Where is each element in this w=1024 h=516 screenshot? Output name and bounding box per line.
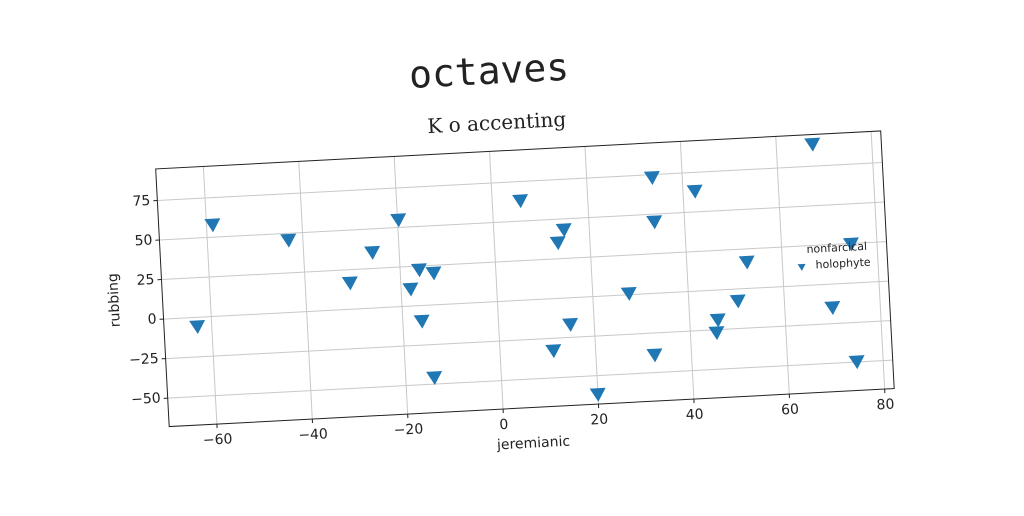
y-tick-label: −25 xyxy=(129,351,159,369)
y-tick-label: −50 xyxy=(131,390,161,408)
y-tick-label: 75 xyxy=(132,193,151,210)
x-tick-label: 0 xyxy=(499,417,509,433)
x-tick-label: −60 xyxy=(203,431,233,449)
chart-title: octaves xyxy=(408,45,570,97)
x-tick-label: 80 xyxy=(876,397,895,414)
y-tick-label: 25 xyxy=(136,272,155,289)
x-tick-label: 40 xyxy=(685,407,704,424)
y-axis-label: rubbing xyxy=(105,273,124,328)
x-tick-label: −20 xyxy=(393,421,423,439)
y-tick-label: 50 xyxy=(134,232,153,249)
y-tick-label: 0 xyxy=(147,311,157,327)
x-tick-label: 20 xyxy=(590,412,609,429)
x-tick-label: −40 xyxy=(298,426,328,444)
x-tick-label: 60 xyxy=(781,402,800,419)
